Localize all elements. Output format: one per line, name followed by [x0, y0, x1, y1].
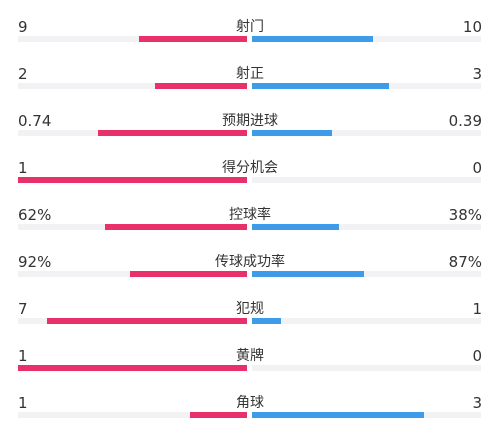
home-bar: [18, 365, 247, 371]
away-track: [252, 83, 481, 89]
away-track: [252, 271, 481, 277]
away-bar: [252, 83, 390, 89]
stat-name: 控球率: [229, 207, 271, 223]
away-value: 0.39: [448, 112, 482, 130]
away-track: [252, 224, 481, 230]
stat-label-row: 1 得分机会 0: [0, 157, 500, 179]
stat-row-big-chances: 1 得分机会 0: [0, 157, 500, 197]
stat-label-row: 1 黄牌 0: [0, 345, 500, 367]
away-value: 0: [472, 159, 482, 177]
stat-label-row: 2 射正 3: [0, 63, 500, 85]
away-track: [252, 318, 481, 324]
home-value: 0.74: [18, 112, 52, 130]
home-track: [18, 318, 247, 324]
home-value: 1: [18, 159, 28, 177]
away-bar: [252, 412, 424, 418]
stat-name: 预期进球: [222, 113, 278, 129]
home-value: 1: [18, 347, 28, 365]
away-value: 1: [472, 300, 482, 318]
stat-row-pass-accuracy: 92% 传球成功率 87%: [0, 251, 500, 291]
away-bar: [252, 36, 374, 42]
away-track: [252, 177, 481, 183]
home-value: 92%: [18, 253, 52, 271]
stat-label-row: 92% 传球成功率 87%: [0, 251, 500, 273]
home-value: 7: [18, 300, 28, 318]
away-track: [252, 36, 481, 42]
away-value: 87%: [448, 253, 482, 271]
away-track: [252, 412, 481, 418]
home-value: 1: [18, 394, 28, 412]
home-track: [18, 412, 247, 418]
home-bar: [46, 318, 247, 324]
stat-row-shots: 9 射门 10: [0, 16, 500, 56]
stat-row-shots-on-target: 2 射正 3: [0, 63, 500, 103]
stat-name: 射正: [236, 66, 264, 82]
away-bar: [252, 318, 281, 324]
away-value: 0: [472, 347, 482, 365]
home-track: [18, 365, 247, 371]
stat-name: 黄牌: [236, 348, 264, 364]
home-bar: [189, 412, 247, 418]
away-bar: [252, 130, 333, 136]
home-bar: [18, 177, 247, 183]
stat-label-row: 0.74 预期进球 0.39: [0, 110, 500, 132]
stat-row-possession: 62% 控球率 38%: [0, 204, 500, 244]
away-bar: [252, 224, 340, 230]
stat-row-yellow-cards: 1 黄牌 0: [0, 345, 500, 385]
home-track: [18, 177, 247, 183]
stat-label-row: 7 犯规 1: [0, 298, 500, 320]
away-value: 3: [472, 65, 482, 83]
stat-row-fouls: 7 犯规 1: [0, 298, 500, 338]
home-bar: [139, 36, 247, 42]
home-track: [18, 271, 247, 277]
stat-row-corners: 1 角球 3: [0, 392, 500, 432]
away-track: [252, 130, 481, 136]
home-bar: [98, 130, 247, 136]
home-bar: [130, 271, 247, 277]
stat-row-expected-goals: 0.74 预期进球 0.39: [0, 110, 500, 150]
away-value: 10: [462, 18, 482, 36]
home-value: 62%: [18, 206, 52, 224]
away-bar: [252, 271, 365, 277]
home-bar: [105, 224, 247, 230]
away-value: 38%: [448, 206, 482, 224]
stat-name: 射门: [236, 19, 264, 35]
home-track: [18, 224, 247, 230]
home-track: [18, 36, 247, 42]
stat-label-row: 1 角球 3: [0, 392, 500, 414]
stat-name: 传球成功率: [215, 254, 285, 270]
home-track: [18, 83, 247, 89]
stat-name: 得分机会: [222, 160, 278, 176]
home-value: 9: [18, 18, 28, 36]
stat-label-row: 62% 控球率 38%: [0, 204, 500, 226]
home-bar: [155, 83, 247, 89]
stat-label-row: 9 射门 10: [0, 16, 500, 38]
away-track: [252, 365, 481, 371]
home-track: [18, 130, 247, 136]
stat-name: 角球: [236, 395, 264, 411]
home-value: 2: [18, 65, 28, 83]
stat-name: 犯规: [236, 301, 264, 317]
away-value: 3: [472, 394, 482, 412]
